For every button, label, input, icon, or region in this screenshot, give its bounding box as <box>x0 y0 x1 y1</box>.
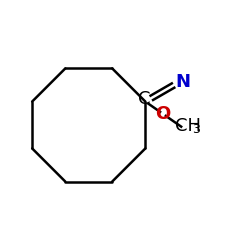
Text: O: O <box>155 105 170 123</box>
Text: C: C <box>138 90 151 108</box>
Text: N: N <box>176 73 191 91</box>
Text: 3: 3 <box>192 123 200 136</box>
Text: CH: CH <box>176 117 202 135</box>
